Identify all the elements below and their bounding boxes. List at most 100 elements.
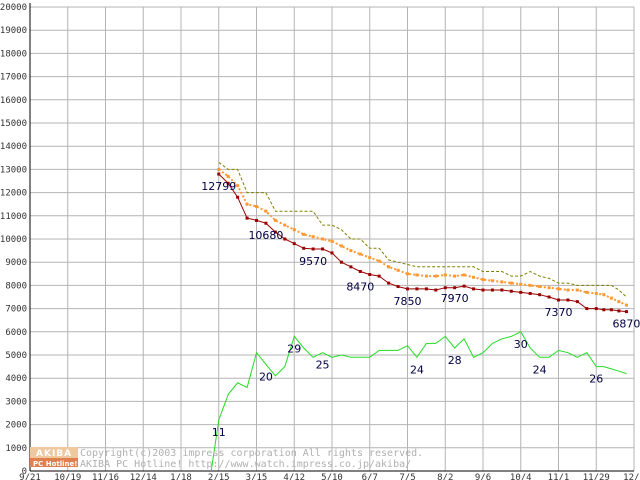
series-1-point bbox=[415, 273, 419, 277]
series-0-point bbox=[434, 288, 438, 292]
y-tick-label: 13000 bbox=[0, 165, 27, 175]
series-1-point bbox=[490, 279, 494, 283]
y-tick-label: 11000 bbox=[0, 212, 27, 222]
series-0-point bbox=[283, 237, 287, 241]
series-0-point bbox=[462, 284, 466, 288]
x-tick-label: 5/10 bbox=[321, 473, 343, 480]
series-0-point bbox=[217, 172, 221, 176]
x-tick-label: 1/18 bbox=[170, 473, 192, 480]
axes bbox=[29, 3, 634, 472]
series-1-point bbox=[292, 228, 296, 232]
x-tick-label: 12/14 bbox=[130, 473, 157, 480]
series-1-point bbox=[538, 285, 542, 289]
series-0-point bbox=[557, 298, 560, 302]
x-tick-label: 11/1 bbox=[548, 473, 570, 480]
series-1-point bbox=[358, 252, 362, 256]
series-0-point bbox=[396, 285, 400, 289]
y-tick-label: 8000 bbox=[5, 281, 27, 291]
series-1-point bbox=[264, 209, 268, 213]
series-0-point bbox=[311, 247, 315, 251]
series-1-point bbox=[594, 292, 598, 296]
series-0-point bbox=[424, 287, 428, 291]
series-0-point bbox=[624, 310, 628, 314]
data-label: 25 bbox=[316, 359, 330, 372]
watermark-logo-band bbox=[30, 458, 78, 467]
series-1-point bbox=[236, 184, 240, 188]
series-1-point bbox=[387, 265, 391, 269]
y-tick-label: 12000 bbox=[0, 189, 27, 199]
series-0-point bbox=[236, 195, 240, 199]
data-label: 24 bbox=[410, 363, 424, 376]
series-1-point bbox=[424, 274, 428, 278]
series-1-point bbox=[302, 232, 306, 236]
data-label: 10680 bbox=[248, 229, 283, 242]
series-0-point bbox=[609, 308, 613, 312]
series-1-point bbox=[377, 259, 381, 263]
y-tick-label: 14000 bbox=[0, 142, 27, 152]
series-1-point bbox=[509, 281, 513, 285]
series-0-point bbox=[443, 286, 447, 290]
series-0-point bbox=[302, 246, 306, 250]
series-1-point bbox=[609, 296, 613, 300]
series-1-point bbox=[368, 256, 372, 260]
series-1-point bbox=[547, 286, 551, 290]
watermark: AKIBA PC Hotline! Copyright(c)2003 impre… bbox=[30, 447, 423, 470]
series-1-point bbox=[226, 174, 230, 178]
y-tick-label: 4000 bbox=[5, 374, 27, 384]
y-tick-label: 1000 bbox=[5, 444, 27, 454]
y-tick-label: 3000 bbox=[5, 397, 27, 407]
series-0-point bbox=[226, 181, 230, 185]
series-0-point bbox=[509, 289, 513, 293]
x-tick-label: 7/5 bbox=[399, 473, 415, 480]
series-1-point bbox=[557, 287, 560, 291]
series-1-point bbox=[217, 167, 221, 171]
data-label: 24 bbox=[533, 363, 547, 376]
y-tick-label: 9000 bbox=[5, 258, 27, 268]
data-labels: 12799 10680 9570 8470 7850 7970 7370 6870 11 20 29… bbox=[201, 180, 640, 439]
series-0-point bbox=[330, 251, 334, 255]
series-1-point bbox=[585, 290, 589, 294]
x-tick-label: 4/12 bbox=[283, 473, 305, 480]
series-0-point bbox=[406, 287, 409, 291]
y-tick-label: 18000 bbox=[0, 49, 27, 59]
series-1-point bbox=[396, 268, 400, 272]
series-1-point bbox=[617, 300, 621, 304]
y-tick-label: 20000 bbox=[0, 3, 27, 13]
series-0-point bbox=[500, 288, 504, 292]
series-0-point bbox=[617, 309, 621, 313]
series-1-point bbox=[481, 278, 485, 282]
series-0-point bbox=[377, 274, 381, 278]
series-1-point bbox=[245, 202, 249, 206]
y-tick-label: 16000 bbox=[0, 96, 27, 106]
series-1-point bbox=[528, 283, 532, 287]
y-tick-label: 10000 bbox=[0, 235, 27, 245]
series-lines bbox=[210, 161, 628, 472]
data-label: 20 bbox=[259, 370, 273, 383]
y-axis-ticks: 0 1000 2000 3000 4000 5000 6000 7000 8000 9000 100… bbox=[0, 3, 27, 477]
y-tick-label: 0 bbox=[22, 467, 27, 477]
series-0-point bbox=[358, 269, 362, 273]
series-0-point bbox=[339, 260, 343, 264]
watermark-copyright: Copyright(c)2003 impress corporation All… bbox=[80, 448, 423, 459]
data-label: 7370 bbox=[545, 306, 573, 319]
series-1-point bbox=[311, 235, 315, 239]
series-1-point bbox=[273, 218, 277, 222]
data-label: 12799 bbox=[201, 180, 236, 193]
x-tick-label: 11/29 bbox=[583, 473, 610, 480]
y-tick-label: 15000 bbox=[0, 119, 27, 129]
data-label: 7850 bbox=[394, 295, 422, 308]
data-label: 11 bbox=[212, 426, 226, 439]
watermark-url: AKIBA PC Hotline! http://www.watch.impre… bbox=[80, 459, 411, 470]
y-tick-label: 19000 bbox=[0, 26, 27, 36]
series-0-point bbox=[585, 307, 589, 311]
data-label: 26 bbox=[589, 373, 603, 386]
series-0-point bbox=[528, 292, 532, 296]
series-1-point bbox=[321, 237, 325, 241]
series-0-point bbox=[538, 293, 542, 297]
y-tick-label: 6000 bbox=[5, 328, 27, 338]
series-1-point bbox=[472, 275, 476, 279]
x-tick-label: 10/19 bbox=[54, 473, 81, 480]
series-0-point bbox=[602, 308, 606, 312]
